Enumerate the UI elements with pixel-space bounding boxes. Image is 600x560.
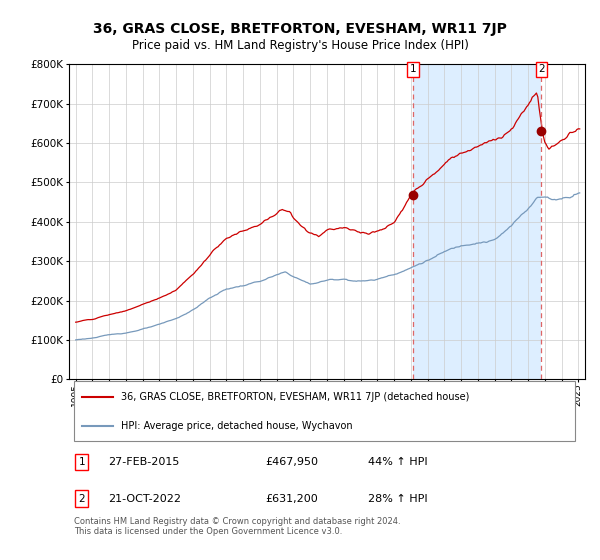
FancyBboxPatch shape [74, 381, 575, 441]
Text: 1: 1 [79, 456, 85, 466]
Bar [413, 64, 541, 379]
Text: £467,950: £467,950 [265, 456, 318, 466]
Text: 21-OCT-2022: 21-OCT-2022 [108, 493, 181, 503]
Text: Price paid vs. HM Land Registry's House Price Index (HPI): Price paid vs. HM Land Registry's House … [131, 39, 469, 52]
Text: 27-FEB-2015: 27-FEB-2015 [108, 456, 179, 466]
Text: 28% ↑ HPI: 28% ↑ HPI [368, 493, 428, 503]
Text: 2: 2 [538, 64, 545, 74]
Text: 36, GRAS CLOSE, BRETFORTON, EVESHAM, WR11 7JP: 36, GRAS CLOSE, BRETFORTON, EVESHAM, WR1… [93, 22, 507, 36]
Text: Contains HM Land Registry data © Crown copyright and database right 2024.
This d: Contains HM Land Registry data © Crown c… [74, 517, 401, 536]
Text: 1: 1 [410, 64, 416, 74]
Text: HPI: Average price, detached house, Wychavon: HPI: Average price, detached house, Wych… [121, 421, 352, 431]
Text: £631,200: £631,200 [265, 493, 318, 503]
Text: 44% ↑ HPI: 44% ↑ HPI [368, 456, 428, 466]
Text: 36, GRAS CLOSE, BRETFORTON, EVESHAM, WR11 7JP (detached house): 36, GRAS CLOSE, BRETFORTON, EVESHAM, WR1… [121, 391, 469, 402]
Text: 2: 2 [79, 493, 85, 503]
